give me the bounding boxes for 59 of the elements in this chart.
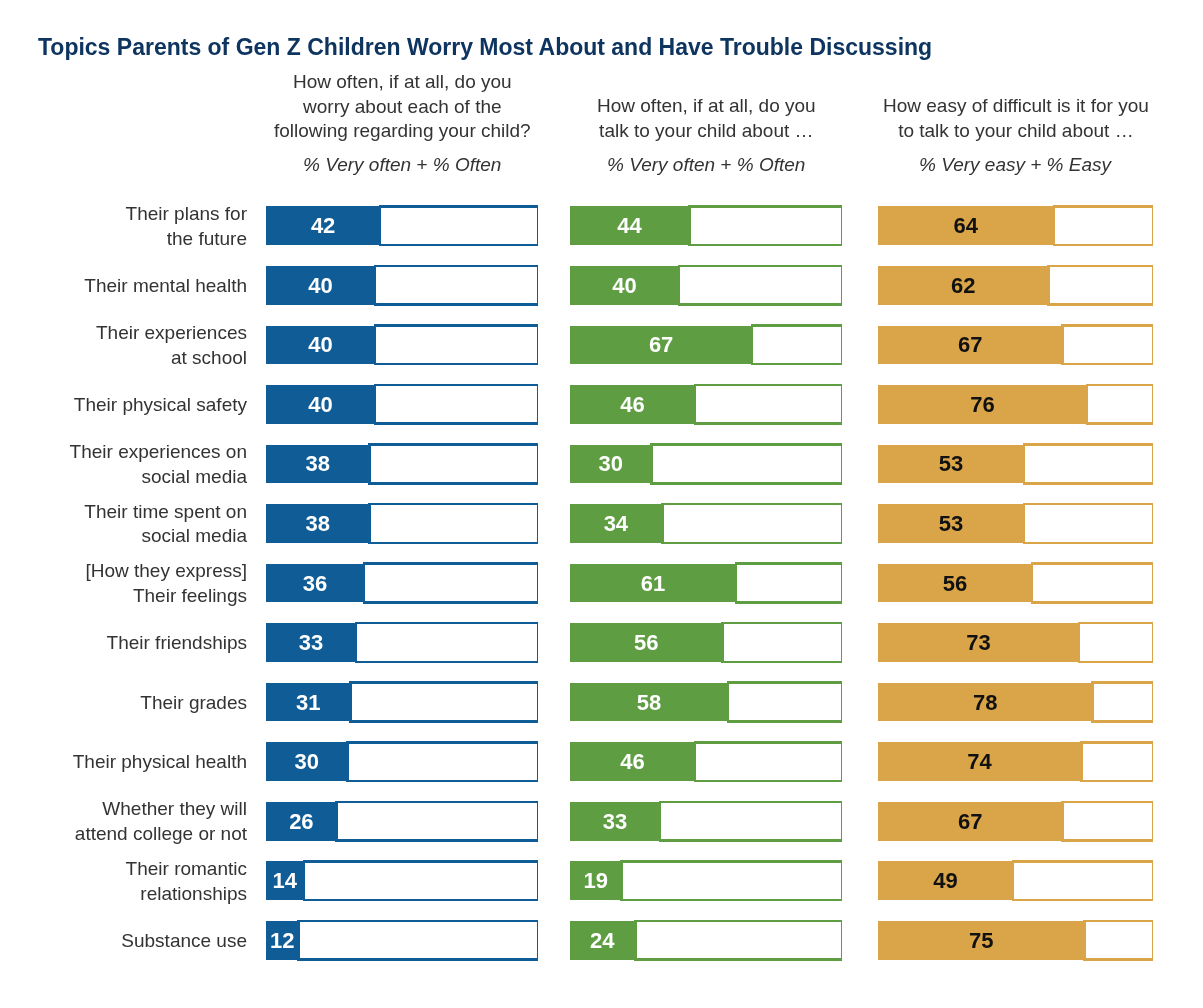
data-label: 40 — [308, 332, 333, 358]
data-label: 14 — [272, 868, 298, 894]
data-label: 61 — [640, 570, 666, 596]
chart-subtitle: How easy of difficult is it for you to talk to your child about … — [883, 95, 1149, 141]
data-label: 76 — [970, 391, 995, 417]
y-tick-label: Their grades — [140, 691, 247, 713]
data-label: 74 — [967, 749, 993, 775]
data-label: 42 — [310, 213, 336, 239]
y-tick-label: Their time spent on social media — [84, 500, 248, 547]
y-tick-label: Whether they will attend college or not — [74, 798, 248, 845]
data-label: 46 — [620, 749, 645, 775]
y-tick-label: Their friendships — [106, 632, 247, 654]
chart-title: Topics Parents of Gen Z Children Worry Most About and Have Trouble Discussing — [38, 34, 933, 61]
data-label: 56 — [942, 570, 968, 596]
data-label: 31 — [295, 689, 321, 715]
x-axis-title: % Very easy + % Easy — [919, 154, 1113, 175]
y-tick-label: Their mental health — [84, 274, 247, 296]
data-label: 30 — [294, 749, 320, 775]
data-label: 67 — [957, 332, 983, 358]
x-axis-title: % Very often + % Often — [303, 154, 502, 175]
data-label: 26 — [289, 808, 314, 834]
data-label: 67 — [648, 332, 674, 358]
chart-subtitle: How often, if at all, do you talk to your child about … — [597, 95, 816, 141]
data-label: 53 — [938, 510, 964, 536]
data-label: 62 — [951, 272, 976, 298]
data-label: 30 — [598, 451, 624, 477]
data-label: 24 — [590, 927, 616, 953]
data-label: 46 — [620, 391, 645, 417]
data-label: 33 — [298, 630, 324, 656]
data-label: 36 — [302, 570, 328, 596]
y-tick-label: Their experiences at school — [95, 322, 247, 368]
data-label: 53 — [938, 451, 964, 477]
y-tick-label: Their romantic relationships — [125, 857, 247, 904]
data-label: 40 — [612, 272, 637, 298]
data-label: 64 — [953, 213, 979, 239]
data-label: 34 — [603, 510, 629, 536]
data-label: 38 — [305, 451, 330, 477]
data-label: 33 — [602, 808, 628, 834]
data-label: 67 — [957, 808, 983, 834]
data-label: 40 — [308, 272, 333, 298]
y-tick-label: Their physical safety — [73, 394, 248, 416]
data-label: 78 — [973, 689, 998, 715]
chart-subtitle: How often, if at all, do you worry about each of the following regarding your child? — [274, 71, 531, 142]
data-label: 56 — [633, 630, 659, 656]
data-label: 12 — [270, 927, 295, 953]
data-label: 58 — [636, 689, 662, 715]
data-label: 73 — [966, 630, 991, 656]
y-tick-label: Their physical health — [72, 751, 247, 773]
y-tick-label: [How they express] Their feelings — [85, 560, 247, 606]
data-label: 40 — [308, 391, 333, 417]
data-label: 38 — [305, 510, 330, 536]
data-label: 49 — [933, 868, 958, 894]
y-tick-label: Substance use — [121, 929, 247, 951]
y-tick-label: Their plans for the future — [125, 203, 248, 249]
data-label: 19 — [583, 868, 609, 894]
y-tick-label: Their experiences on social media — [69, 441, 248, 487]
x-axis-title: % Very often + % Often — [607, 154, 806, 175]
data-label: 44 — [617, 213, 643, 239]
data-label: 75 — [968, 927, 994, 953]
